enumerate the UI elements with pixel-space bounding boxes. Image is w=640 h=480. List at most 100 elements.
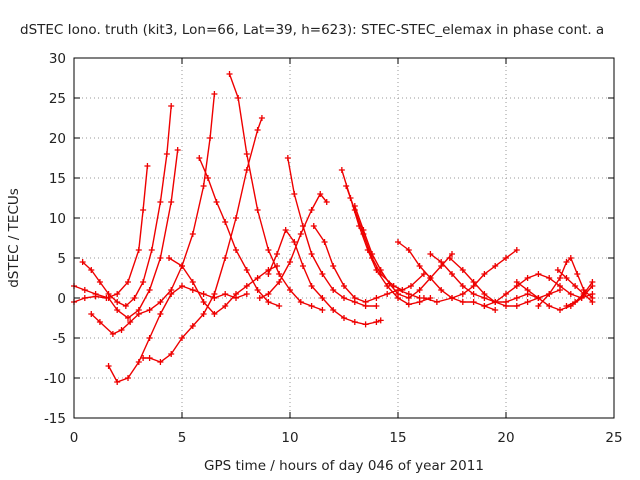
- data-point: [362, 321, 369, 328]
- series-20: [420, 247, 520, 305]
- data-point: [196, 155, 203, 161]
- data-point: [449, 295, 455, 301]
- data-point: [449, 271, 455, 277]
- data-point: [470, 299, 477, 305]
- data-point: [416, 263, 423, 269]
- series-14: [338, 167, 434, 308]
- data-point: [317, 191, 324, 197]
- y-tick-label: 15: [49, 171, 66, 187]
- data-point: [114, 299, 121, 305]
- x-tick-label: 15: [389, 430, 406, 446]
- x-tick-label: 5: [178, 430, 187, 446]
- data-point: [146, 287, 153, 293]
- y-tick-label: -10: [44, 371, 66, 387]
- data-point: [557, 275, 563, 281]
- data-point: [122, 303, 129, 309]
- data-point: [535, 303, 542, 309]
- data-point: [308, 283, 315, 289]
- data-point: [157, 255, 164, 261]
- data-point: [148, 247, 155, 253]
- data-point: [287, 259, 293, 265]
- series-line: [73, 165, 149, 303]
- data-point: [330, 287, 337, 293]
- data-point: [416, 287, 423, 293]
- data-point: [319, 271, 326, 277]
- data-point: [200, 291, 207, 297]
- series-4: [88, 91, 218, 337]
- data-point: [200, 299, 207, 305]
- data-point: [157, 311, 164, 317]
- series-11: [284, 155, 380, 309]
- data-point: [351, 203, 358, 209]
- data-point: [373, 303, 380, 309]
- data-point: [135, 311, 142, 317]
- series-layer: [71, 71, 596, 385]
- data-point: [481, 291, 488, 297]
- data-point: [546, 275, 553, 281]
- data-point: [140, 355, 147, 361]
- data-point: [338, 167, 345, 173]
- data-point: [140, 207, 147, 213]
- series-16: [351, 203, 455, 301]
- data-point: [319, 295, 326, 301]
- data-point: [449, 251, 455, 257]
- data-point: [135, 247, 142, 253]
- x-tick-label: 0: [70, 430, 79, 446]
- data-point: [146, 355, 153, 361]
- data-point: [265, 291, 272, 297]
- data-point: [140, 279, 147, 285]
- data-point: [135, 359, 142, 365]
- data-point: [405, 247, 412, 253]
- data-point: [211, 91, 218, 97]
- data-point: [589, 279, 596, 285]
- series-23: [535, 255, 596, 309]
- data-point: [144, 163, 151, 169]
- series-line: [449, 257, 561, 307]
- data-point: [189, 323, 196, 329]
- data-point: [554, 267, 561, 273]
- data-point: [319, 307, 326, 313]
- x-tick-label: 20: [497, 430, 514, 446]
- y-axis-label: dSTEC / TECUs: [6, 188, 22, 288]
- data-point: [213, 199, 220, 205]
- y-tick-label: 0: [57, 291, 66, 307]
- data-point: [243, 151, 250, 157]
- series-line: [345, 185, 425, 291]
- series-19: [446, 255, 563, 309]
- y-tick-label: -15: [44, 411, 66, 427]
- data-point: [235, 95, 242, 101]
- data-point: [373, 319, 380, 325]
- data-point: [226, 71, 233, 77]
- data-point: [96, 319, 103, 325]
- data-point: [341, 295, 347, 301]
- data-point: [513, 247, 520, 253]
- data-point: [438, 287, 445, 293]
- data-point: [360, 227, 367, 233]
- data-point: [563, 275, 570, 281]
- data-point: [405, 295, 412, 301]
- data-point: [446, 255, 453, 261]
- data-point: [407, 283, 414, 289]
- series-line: [537, 257, 593, 307]
- data-point: [243, 291, 250, 297]
- data-point: [81, 287, 88, 293]
- data-point: [299, 263, 306, 269]
- data-point: [207, 135, 214, 141]
- data-point: [481, 271, 488, 277]
- series-line: [397, 241, 496, 311]
- data-point: [168, 351, 175, 357]
- data-point: [233, 291, 239, 297]
- data-point: [284, 155, 291, 161]
- series-25: [563, 279, 596, 309]
- data-point: [168, 199, 175, 205]
- data-point: [459, 283, 466, 289]
- series-1: [71, 163, 151, 305]
- data-point: [308, 303, 315, 309]
- data-point: [308, 207, 315, 213]
- data-point: [384, 291, 391, 297]
- data-point: [114, 379, 121, 385]
- data-point: [127, 319, 134, 325]
- data-point: [109, 331, 116, 337]
- data-point: [254, 287, 261, 293]
- data-point: [118, 327, 125, 333]
